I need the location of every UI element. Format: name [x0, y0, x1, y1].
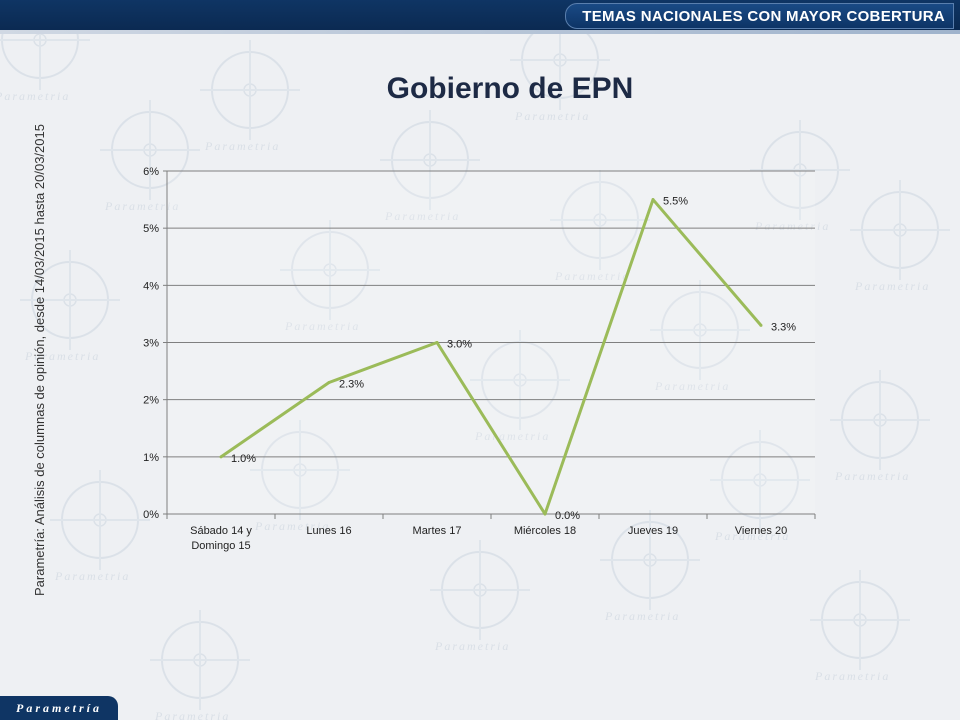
watermark-text: Parametria: [714, 529, 790, 543]
data-point: [543, 512, 547, 516]
y-tick-label: 5%: [143, 223, 159, 235]
watermark-text: Parametria: [204, 139, 280, 153]
chart-title: Gobierno de EPN: [386, 72, 634, 105]
watermark-text: Parametria: [654, 379, 730, 393]
data-point: [759, 323, 763, 327]
brand-logo: Parametría: [0, 696, 118, 720]
watermark-motif: Parametria: [810, 570, 910, 683]
watermark-motif: Parametria: [280, 220, 380, 333]
watermark-motif: Parametria: [150, 610, 250, 720]
y-tick-label: 4%: [143, 280, 159, 292]
header-banner: TEMAS NACIONALES CON MAYOR COBERTURA: [565, 3, 954, 29]
x-tick-label: Lunes 16: [306, 525, 351, 537]
watermark-motif: Parametria: [510, 10, 610, 123]
watermark-motif: Parametria: [0, 0, 90, 103]
watermark-motif: Parametria: [430, 540, 530, 653]
watermark-motif: Parametria: [850, 180, 950, 293]
data-point: [651, 198, 655, 202]
y-tick-label: 2%: [143, 395, 159, 407]
watermark-motif: Parametria: [600, 510, 700, 623]
watermark-motif: Parametria: [200, 40, 300, 153]
watermark-motif: Parametria: [830, 370, 930, 483]
data-point: [435, 341, 439, 344]
header-accent: [0, 30, 960, 34]
data-point: [327, 381, 331, 385]
data-label: 3.0%: [447, 339, 472, 351]
watermark-text: Parametria: [514, 109, 590, 123]
watermark-text: Parametria: [54, 569, 130, 583]
data-label: 0.0%: [555, 510, 580, 522]
watermark-motif: Parametria: [50, 470, 150, 583]
watermark-text: Parametria: [104, 199, 180, 213]
x-tick-label: Sábado 14 y Domingo 15: [190, 525, 252, 552]
watermark-text: Parametria: [254, 519, 330, 533]
watermark-motif: Parametria: [750, 120, 850, 233]
brand-logo-text: Parametría: [16, 700, 102, 715]
watermark-text: Parametria: [854, 279, 930, 293]
watermark-motif: Parametria: [100, 100, 200, 213]
data-label: 1.0%: [231, 453, 256, 465]
x-tick-label: Miércoles 18: [514, 525, 576, 537]
watermark-text: Parametria: [434, 639, 510, 653]
watermark-text: Parametria: [554, 269, 630, 283]
watermark-text: Parametria: [604, 609, 680, 623]
series-line: [220, 198, 763, 516]
watermark-text: Parametria: [384, 209, 460, 223]
data-point: [219, 455, 223, 459]
header-banner-text: TEMAS NACIONALES CON MAYOR COBERTURA: [582, 7, 945, 25]
y-tick-label: 3%: [143, 338, 159, 350]
watermark-motif: Parametria: [380, 110, 480, 223]
watermark-text: Parametria: [154, 709, 230, 720]
watermark-motif: Parametria: [250, 420, 350, 533]
watermark-motif: Parametria: [710, 430, 810, 543]
watermark-text: Parametria: [834, 469, 910, 483]
y-tick-label: 6%: [143, 166, 159, 178]
watermark-text: Parametria: [24, 349, 100, 363]
y-tick-label: 0%: [143, 509, 159, 521]
x-tick-label: Jueves 19: [628, 525, 678, 537]
watermark-text: Parametria: [0, 89, 70, 103]
watermark-text: Parametria: [814, 669, 890, 683]
data-label: 5.5%: [663, 196, 688, 208]
y-tick-label: 1%: [143, 452, 159, 464]
watermark-motif: Parametria: [20, 250, 120, 363]
watermark-text: Parametria: [284, 319, 360, 333]
data-label: 2.3%: [339, 379, 364, 391]
watermark-motif: Parametria: [650, 280, 750, 393]
data-label: 3.3%: [771, 321, 796, 333]
x-tick-label: Viernes 20: [735, 525, 787, 537]
x-tick-label: Martes 17: [413, 525, 462, 537]
watermark-motif: Parametria: [550, 170, 650, 283]
watermark-text: Parametria: [754, 219, 830, 233]
